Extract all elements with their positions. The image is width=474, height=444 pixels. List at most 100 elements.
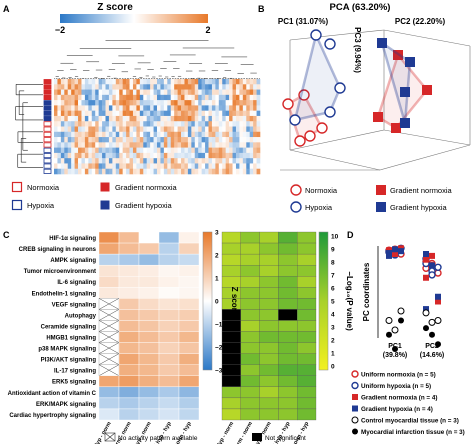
heatmap-a-cell <box>74 142 79 148</box>
heatmap-a-cell <box>215 163 220 170</box>
heatmap-a-cell <box>84 79 89 85</box>
pvalue-cell <box>221 265 241 277</box>
heatmap-a-cell <box>256 147 261 154</box>
heatmap-a-cell <box>64 126 69 133</box>
pathway-label: HIF-1α signaling <box>49 236 96 242</box>
heatmap-a-cell <box>229 94 233 101</box>
heatmap-a-cell <box>88 152 93 159</box>
heatmap-a-cell <box>177 126 182 133</box>
heatmap-a-cell <box>88 110 93 117</box>
zscore-cell <box>158 397 180 410</box>
heatmap-a-cell <box>184 79 189 85</box>
pvalue-cell <box>259 342 279 354</box>
heatmap-a-cell <box>167 163 172 170</box>
heatmap-a-cell <box>232 84 237 90</box>
heatmap-a-cell <box>160 79 165 85</box>
heatmap-a-cell <box>132 152 137 159</box>
heatmap-a-cell <box>126 131 130 138</box>
heatmap-a-cell <box>222 110 226 117</box>
pvalue-cell <box>240 397 260 410</box>
heatmap-a-cell <box>98 137 103 143</box>
heatmap-a-cell <box>239 84 244 90</box>
heatmap-a-cell <box>184 94 189 101</box>
heatmap-a-cell <box>163 142 168 148</box>
heatmap-a-cell <box>78 168 82 175</box>
heatmap-a-cell <box>84 115 89 122</box>
heatmap-a-cell <box>256 89 261 96</box>
heatmap-a-cell <box>78 89 82 96</box>
heatmap-a-cell <box>112 115 117 122</box>
heatmap-a-cell <box>57 105 62 111</box>
heatmap-a-cell <box>211 94 216 101</box>
heatmap-a-cell <box>64 89 69 96</box>
zscore-colorbar <box>202 231 213 371</box>
heatmap-a-cell <box>177 84 182 90</box>
heatmap-a-cell <box>174 142 178 148</box>
legend-a-swatch <box>11 199 23 211</box>
zscore-cell-na-cross <box>98 298 120 310</box>
heatmap-a-cell <box>102 163 106 170</box>
heatmap-a-cell <box>98 94 103 101</box>
heatmap-a-cell <box>160 115 165 122</box>
heatmap-a-cell <box>194 115 199 122</box>
pvalue-cell <box>221 386 241 399</box>
heatmap-a-cell <box>126 110 130 117</box>
heatmap-a-cell <box>205 121 209 127</box>
heatmap-a-cell <box>136 100 141 106</box>
zscore-cell <box>178 342 200 354</box>
heatmap-a-cell <box>253 84 257 90</box>
pvalue-cell <box>221 242 241 255</box>
heatmap-a-cell <box>163 94 168 101</box>
heatmap-a-cell <box>122 163 127 170</box>
heatmap-a-cell <box>184 110 189 117</box>
heatmap-a-cell <box>122 100 127 106</box>
heatmap-a-cell <box>102 137 106 143</box>
heatmap-a-cell <box>253 94 257 101</box>
heatmap-a-cell <box>139 115 144 122</box>
heatmap-a-cell <box>84 147 89 154</box>
heatmap-a-cell <box>88 158 93 164</box>
heatmap-a-cell <box>54 94 58 101</box>
heatmap-a-cell <box>208 142 213 148</box>
heatmap-a-cell <box>146 168 151 175</box>
heatmap-a-cell <box>102 94 106 101</box>
legend-d-swatch <box>351 381 359 390</box>
heatmap-a-cell <box>136 158 141 164</box>
heatmap-a-cell <box>150 163 154 170</box>
heatmap-a-cell <box>136 163 141 170</box>
heatmap-a-cell <box>232 89 237 96</box>
heatmap-a-cell <box>74 79 79 85</box>
legend-b-swatch <box>290 184 302 196</box>
heatmap-a-cell <box>242 79 247 85</box>
panel-d-point <box>423 274 429 281</box>
heatmap-a-cell <box>215 142 220 148</box>
heatmap-a-cell <box>108 94 113 101</box>
heatmap-a-cell <box>198 89 202 96</box>
heatmap-a-cell <box>112 94 117 101</box>
heatmap-a-cell <box>170 126 175 133</box>
heatmap-a-cell <box>153 84 158 90</box>
heatmap-a-cell <box>174 100 178 106</box>
heatmap-a-cell <box>239 100 244 106</box>
heatmap-a-cell <box>242 100 247 106</box>
heatmap-a-cell <box>153 147 158 154</box>
heatmap-a-cell <box>67 137 72 143</box>
heatmap-a-cell <box>253 105 257 111</box>
pvalue-cell <box>259 320 279 332</box>
heatmap-a-cell <box>177 158 182 164</box>
heatmap-a-cell <box>146 89 151 96</box>
heatmap-a-cell <box>194 94 199 101</box>
heatmap-a-cell <box>78 137 82 143</box>
heatmap-a-cell <box>218 115 223 122</box>
heatmap-a-cell <box>235 105 240 111</box>
zscore-cell <box>98 408 120 421</box>
heatmap-a-cell <box>126 158 130 164</box>
heatmap-a-cell <box>215 147 220 154</box>
heatmap-a-cell <box>181 94 185 101</box>
heatmap-a-cell <box>225 115 230 122</box>
heatmap-a-cell <box>81 89 86 96</box>
heatmap-a-cell <box>81 115 86 122</box>
heatmap-a-cell <box>102 105 106 111</box>
heatmap-a-cell <box>218 147 223 154</box>
heatmap-a-cell <box>74 100 79 106</box>
